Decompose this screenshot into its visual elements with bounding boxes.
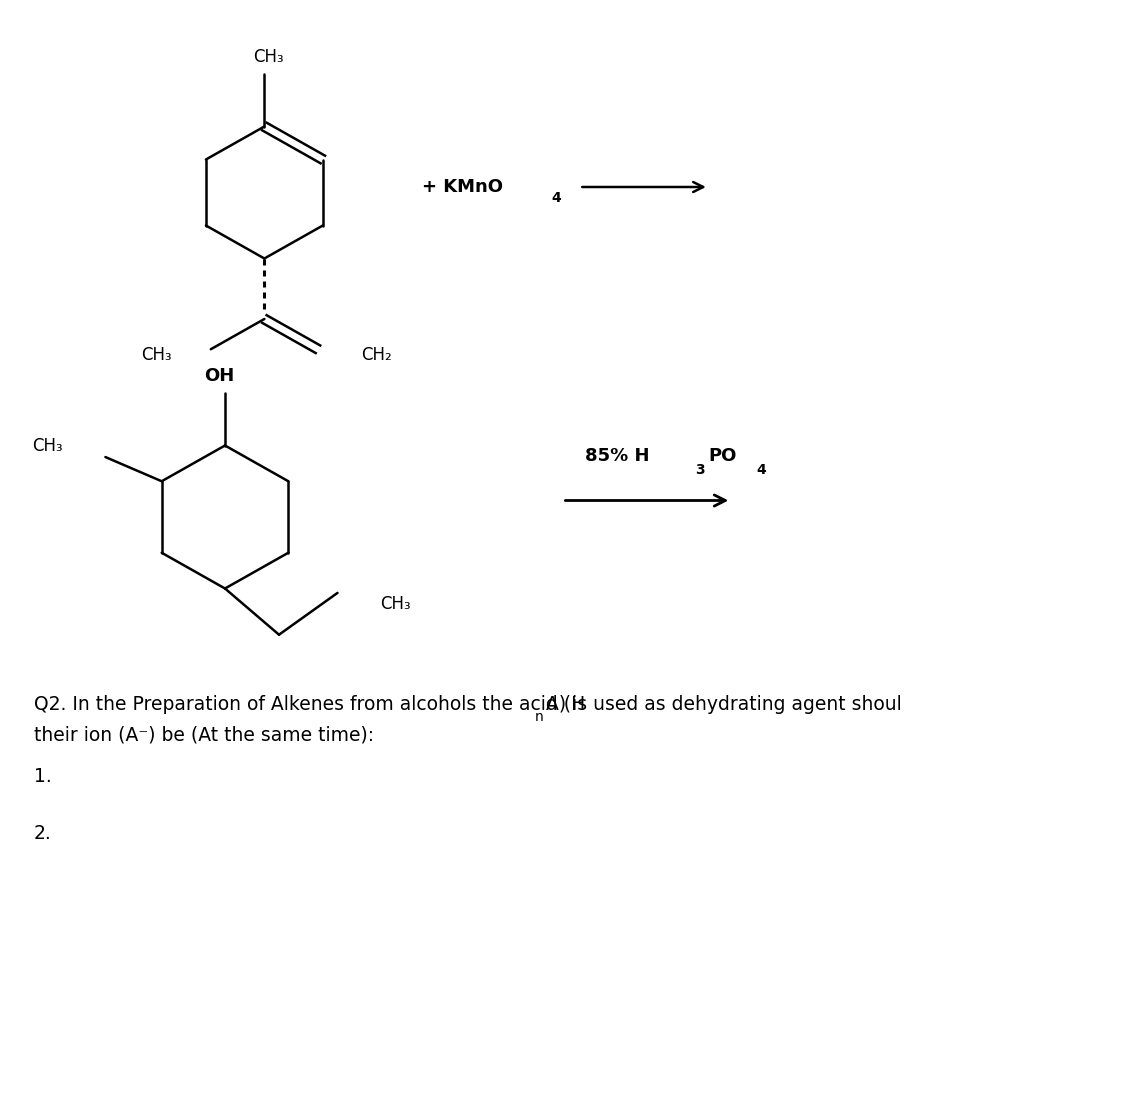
Text: their ion (A⁻) be (At the same time):: their ion (A⁻) be (At the same time): [34,725,374,745]
Text: 2.: 2. [34,824,52,844]
Text: A) is used as dehydrating agent shoul: A) is used as dehydrating agent shoul [546,694,902,714]
Text: + KMnO: + KMnO [422,178,503,196]
Text: Q2. In the Preparation of Alkenes from alcohols the acid (H: Q2. In the Preparation of Alkenes from a… [34,694,585,714]
Text: CH₃: CH₃ [141,345,171,364]
Text: 3: 3 [695,463,705,476]
Text: 85% H: 85% H [585,448,649,465]
Text: 1.: 1. [34,767,52,786]
Text: CH₂: CH₂ [361,345,391,364]
Text: 4: 4 [756,463,766,476]
Text: CH₃: CH₃ [253,48,284,66]
Text: CH₃: CH₃ [32,437,63,455]
Text: PO: PO [709,448,737,465]
Text: n: n [534,711,543,724]
Text: OH: OH [205,367,234,385]
Text: CH₃: CH₃ [380,595,411,613]
Text: 4: 4 [551,191,561,205]
